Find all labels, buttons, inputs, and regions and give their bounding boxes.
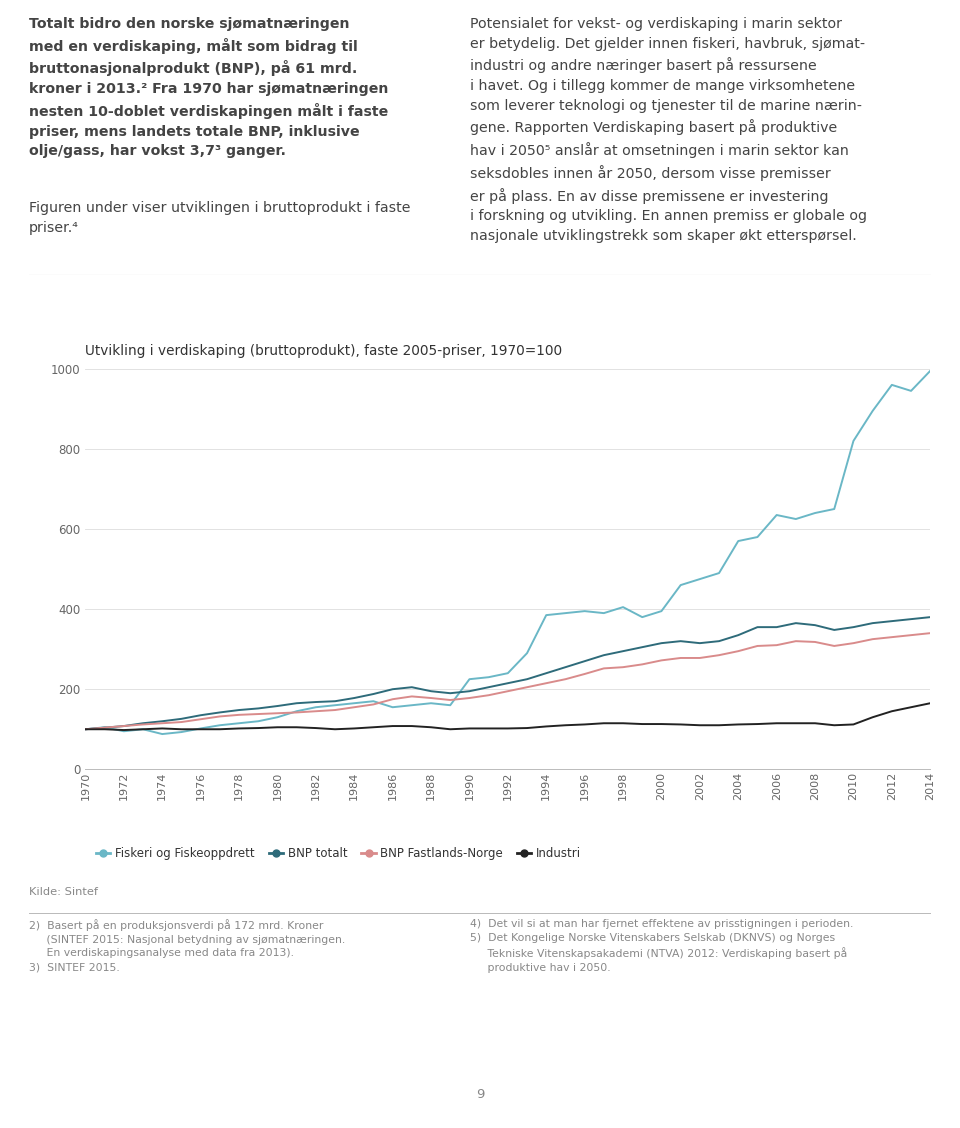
Text: 9: 9	[476, 1087, 484, 1101]
Text: Potensialet for vekst- og verdiskaping i marin sektor
er betydelig. Det gjelder : Potensialet for vekst- og verdiskaping i…	[470, 17, 868, 243]
Text: Utvikling i verdiskaping (bruttoprodukt), faste 2005-priser, 1970=100: Utvikling i verdiskaping (bruttoprodukt)…	[85, 344, 563, 358]
Text: 4)  Det vil si at man har fjernet effektene av prisstigningen i perioden.
5)  De: 4) Det vil si at man har fjernet effekte…	[470, 919, 853, 972]
Text: Totalt bidro den norske sjømatnæringen
med en verdiskaping, målt som bidrag til
: Totalt bidro den norske sjømatnæringen m…	[29, 17, 388, 158]
Text: Kilde: Sintef: Kilde: Sintef	[29, 888, 98, 897]
Legend: Fiskeri og Fiskeoppdrett, BNP totalt, BNP Fastlands-Norge, Industri: Fiskeri og Fiskeoppdrett, BNP totalt, BN…	[91, 843, 586, 865]
Text: Figuren under viser utviklingen i bruttoprodukt i faste
priser.⁴: Figuren under viser utviklingen i brutto…	[29, 201, 410, 235]
Text: 2)  Basert på en produksjonsverdi på 172 mrd. Kroner
     (SINTEF 2015: Nasjonal: 2) Basert på en produksjonsverdi på 172 …	[29, 919, 345, 972]
